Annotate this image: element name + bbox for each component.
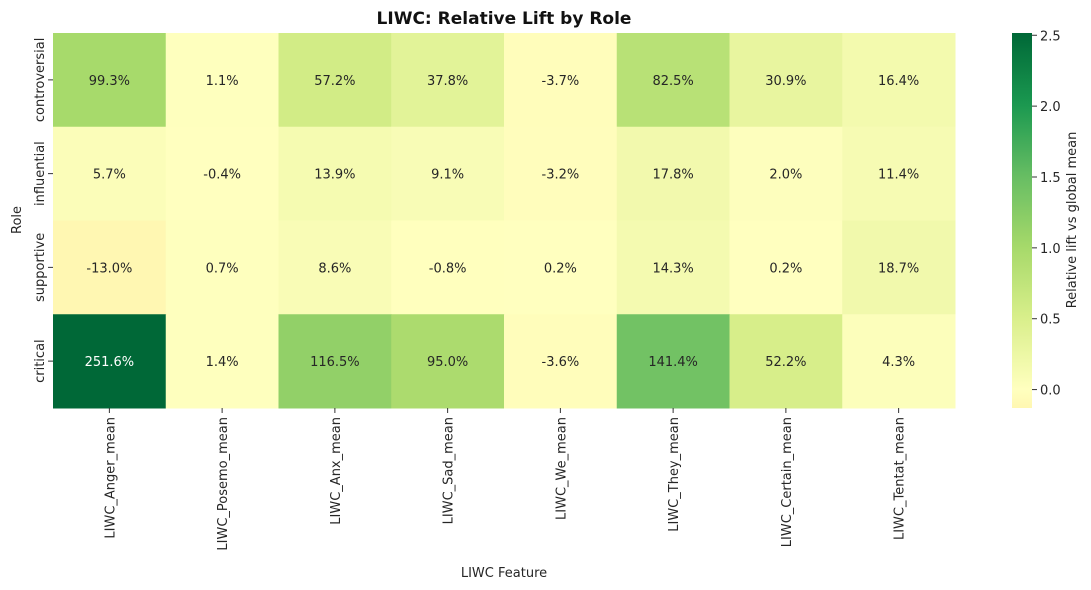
cell [842,126,956,221]
cell [53,33,167,128]
y-tick-label: supportive [33,233,48,302]
cell-label: 18.7% [878,261,919,276]
cell-label: 99.3% [89,74,130,89]
cell-label: 82.5% [652,74,693,89]
cell-label: 57.2% [314,74,355,89]
cell [842,33,956,128]
cell [729,126,843,221]
cell-label: 0.7% [206,261,239,276]
cell [616,33,730,128]
cell-label: 13.9% [314,168,355,183]
cell-label: -0.8% [429,261,467,276]
cell-label: 16.4% [878,74,919,89]
cell-label: 9.1% [431,168,464,183]
cell [391,33,505,128]
cell [165,33,279,128]
cell-label: 95.0% [427,355,468,370]
colorbar-tick-label: 2.5 [1040,29,1061,44]
cell [504,126,618,221]
colorbar [1012,33,1032,408]
cell-label: 17.8% [652,168,693,183]
x-tick-label: LIWC_They_mean [667,417,682,532]
cell-label: 30.9% [765,74,806,89]
colorbar-tick-label: 0.5 [1040,313,1061,328]
cell-label: 1.4% [206,355,239,370]
colorbar-tick-label: 0.0 [1040,384,1061,399]
x-tick-label: LIWC_Tentat_mean [893,417,908,540]
cell [729,314,843,409]
cell-label: -3.6% [542,355,580,370]
cell [616,126,730,221]
cell-label: 0.2% [544,261,577,276]
cell [729,220,843,315]
x-tick-label: LIWC_Sad_mean [442,417,457,524]
y-tick-label: controversial [33,38,48,122]
cell [504,314,618,409]
cell-label: 14.3% [652,261,693,276]
cell [278,314,392,409]
cell-label: 141.4% [648,355,698,370]
cell-label: 52.2% [765,355,806,370]
cell-label: 116.5% [310,355,360,370]
cell-label: 2.0% [769,168,802,183]
cell-label: 5.7% [93,168,126,183]
cell [729,33,843,128]
cell-label: -3.2% [542,168,580,183]
cell [616,220,730,315]
cell-label: -13.0% [86,261,132,276]
x-tick-label: LIWC_We_mean [554,417,569,520]
cell-label: 37.8% [427,74,468,89]
y-axis-label: Role [10,206,25,234]
cell [53,126,167,221]
y-tick-label: critical [33,339,48,383]
cell [53,314,167,409]
cell-label: 251.6% [85,355,135,370]
cell [165,314,279,409]
colorbar-tick-label: 2.0 [1040,100,1061,115]
cell-label: 1.1% [206,74,239,89]
cell-label: 8.6% [318,261,351,276]
cell [278,126,392,221]
colorbar-tick-label: 1.0 [1040,242,1061,257]
cell [278,220,392,315]
cell-label: 11.4% [878,168,919,183]
cell [165,220,279,315]
cell [616,314,730,409]
cell [842,314,956,409]
x-tick-label: LIWC_Anger_mean [103,417,118,539]
x-axis-label: LIWC Feature [461,566,547,581]
y-tick-label: influential [33,141,48,206]
colorbar-label: Relative lift vs global mean [1065,132,1080,309]
x-tick-label: LIWC_Certain_mean [780,417,795,547]
colorbar-tick-label: 1.5 [1040,171,1061,186]
cell [165,126,279,221]
heatmap: 99.3% 1.1% 57.2% 37.8% -3.7% 82.5% 30.9% 16.4% 5… [53,33,956,409]
cell [391,126,505,221]
cell [504,220,618,315]
cell [504,33,618,128]
cell-label: 4.3% [882,355,915,370]
cell [391,220,505,315]
cell-label: -3.7% [542,74,580,89]
chart-title: LIWC: Relative Lift by Role [377,9,632,29]
cell [53,220,167,315]
cell [278,33,392,128]
cell [391,314,505,409]
x-tick-label: LIWC_Anx_mean [329,417,344,525]
cell-label: 0.2% [769,261,802,276]
x-tick-label: LIWC_Posemo_mean [216,417,231,551]
cell [842,220,956,315]
cell-label: -0.4% [203,168,241,183]
